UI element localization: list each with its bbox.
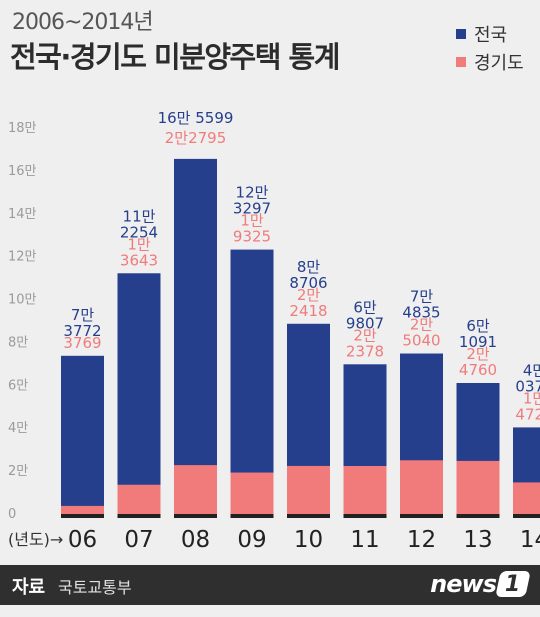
bar-gyeonggi-14 xyxy=(513,482,540,514)
chart-subtitle: 2006~2014년 xyxy=(12,10,154,35)
y-tick-label: 6만 xyxy=(8,378,28,393)
data-label-nationwide: 0379 xyxy=(515,377,540,395)
x-axis-label: (년도)→ xyxy=(8,530,63,549)
bar-base-08 xyxy=(174,514,217,518)
data-label-gyeonggi: 1만 xyxy=(240,212,264,230)
brand-text: news xyxy=(430,570,497,598)
bar-gyeonggi-11 xyxy=(343,466,387,514)
data-label-gyeonggi: 2만2795 xyxy=(165,129,227,147)
bar-base-13 xyxy=(456,514,500,518)
y-tick-label: 0 xyxy=(8,507,16,522)
data-label-gyeonggi: 2만 xyxy=(353,326,377,344)
data-label-nationwide: 8만 xyxy=(297,258,321,276)
data-label-nationwide: 3297 xyxy=(233,200,271,218)
data-label-gyeonggi: 1만 xyxy=(523,389,540,407)
legend-label-nationwide: 전국 xyxy=(474,25,508,46)
source-value: 국토교통부 xyxy=(58,578,132,597)
brand-badge: 1 xyxy=(495,571,531,597)
data-label-nationwide: 8706 xyxy=(289,274,327,292)
data-label-gyeonggi: 3643 xyxy=(120,251,158,269)
y-tick-label: 14만 xyxy=(8,207,37,222)
x-tick-label: 14 xyxy=(520,527,540,553)
x-tick-label: 13 xyxy=(463,527,492,553)
x-tick-label: 06 xyxy=(68,527,97,553)
bar-gyeonggi-10 xyxy=(287,465,330,514)
x-tick-label: 10 xyxy=(294,527,323,553)
data-label-nationwide: 11만 xyxy=(123,207,156,225)
data-label-nationwide: 6만 xyxy=(466,317,490,335)
bar-gyeonggi-12 xyxy=(400,460,443,514)
legend: 전국 경기도 xyxy=(456,20,524,76)
y-tick-label: 4만 xyxy=(8,421,28,436)
data-label-nationwide: 16만 5599 xyxy=(158,109,234,127)
bar-gyeonggi-09 xyxy=(230,472,274,514)
data-label-nationwide: 6만 xyxy=(353,298,377,316)
data-label-gyeonggi: 5040 xyxy=(402,332,440,350)
bar-nationwide-06 xyxy=(61,355,104,514)
bar-gyeonggi-07 xyxy=(117,484,161,514)
bar-base-14 xyxy=(513,514,540,518)
data-label-gyeonggi: 2418 xyxy=(289,302,327,320)
data-label-nationwide: 12만 xyxy=(236,184,269,202)
y-tick-label: 18만 xyxy=(8,121,37,136)
data-label-nationwide: 7만 xyxy=(410,288,434,306)
data-label-gyeonggi: 2만 xyxy=(410,316,434,334)
chart-title: 전국·경기도 미분양주택 통계 xyxy=(10,40,340,74)
bar-nationwide-07 xyxy=(117,273,161,514)
data-label-nationwide: 3772 xyxy=(63,322,101,340)
data-label-gyeonggi: 4723 xyxy=(515,405,540,423)
y-tick-label: 2만 xyxy=(8,464,28,479)
legend-swatch-nationwide xyxy=(456,29,466,39)
data-label-nationwide: 2254 xyxy=(120,223,158,241)
data-label-gyeonggi: 2만 xyxy=(466,345,490,363)
data-label-nationwide: 9807 xyxy=(346,314,384,332)
data-label-nationwide: 4만 xyxy=(523,361,540,379)
bar-gyeonggi-08 xyxy=(174,465,217,514)
y-tick-label: 8만 xyxy=(8,335,28,350)
legend-item-nationwide: 전국 xyxy=(456,20,524,48)
data-label-gyeonggi: 2만 xyxy=(297,286,321,304)
brand-number: 1 xyxy=(505,571,521,597)
bar-chart: 02만4만6만8만10만12만14만16만18만067만377237690711… xyxy=(8,109,540,553)
data-label-nationwide: 4835 xyxy=(402,304,440,322)
x-tick-label: 09 xyxy=(237,527,266,553)
data-label-gyeonggi: 3769 xyxy=(63,334,101,352)
bar-base-09 xyxy=(230,514,274,518)
data-label-gyeonggi: 1만 xyxy=(127,235,151,253)
bar-base-06 xyxy=(61,514,104,518)
data-label-gyeonggi: 4760 xyxy=(459,361,497,379)
x-tick-label: 12 xyxy=(407,527,436,553)
data-label-nationwide: 1091 xyxy=(459,333,497,351)
x-tick-label: 07 xyxy=(124,527,153,553)
bar-nationwide-08 xyxy=(174,158,217,514)
bar-base-10 xyxy=(287,514,330,518)
legend-label-gyeonggi: 경기도 xyxy=(474,53,524,74)
legend-item-gyeonggi: 경기도 xyxy=(456,48,524,76)
footer-bar: 자료 국토교통부 news 1 xyxy=(0,565,540,605)
y-tick-label: 12만 xyxy=(8,250,37,265)
legend-swatch-gyeonggi xyxy=(456,57,466,67)
y-tick-label: 10만 xyxy=(8,293,37,308)
x-tick-label: 11 xyxy=(350,527,379,553)
bar-base-12 xyxy=(400,514,443,518)
data-label-gyeonggi: 2378 xyxy=(346,342,384,360)
source-label: 자료 xyxy=(12,577,46,598)
data-label-gyeonggi: 9325 xyxy=(233,228,271,246)
data-label-nationwide: 7만 xyxy=(71,306,95,324)
bar-gyeonggi-13 xyxy=(456,460,500,514)
y-tick-label: 16만 xyxy=(8,164,37,179)
bar-gyeonggi-06 xyxy=(61,505,104,514)
bar-nationwide-09 xyxy=(230,249,274,514)
news1-logo: news 1 xyxy=(430,568,531,600)
bar-base-07 xyxy=(117,514,161,518)
bar-base-11 xyxy=(343,514,387,518)
x-tick-label: 08 xyxy=(181,527,210,553)
